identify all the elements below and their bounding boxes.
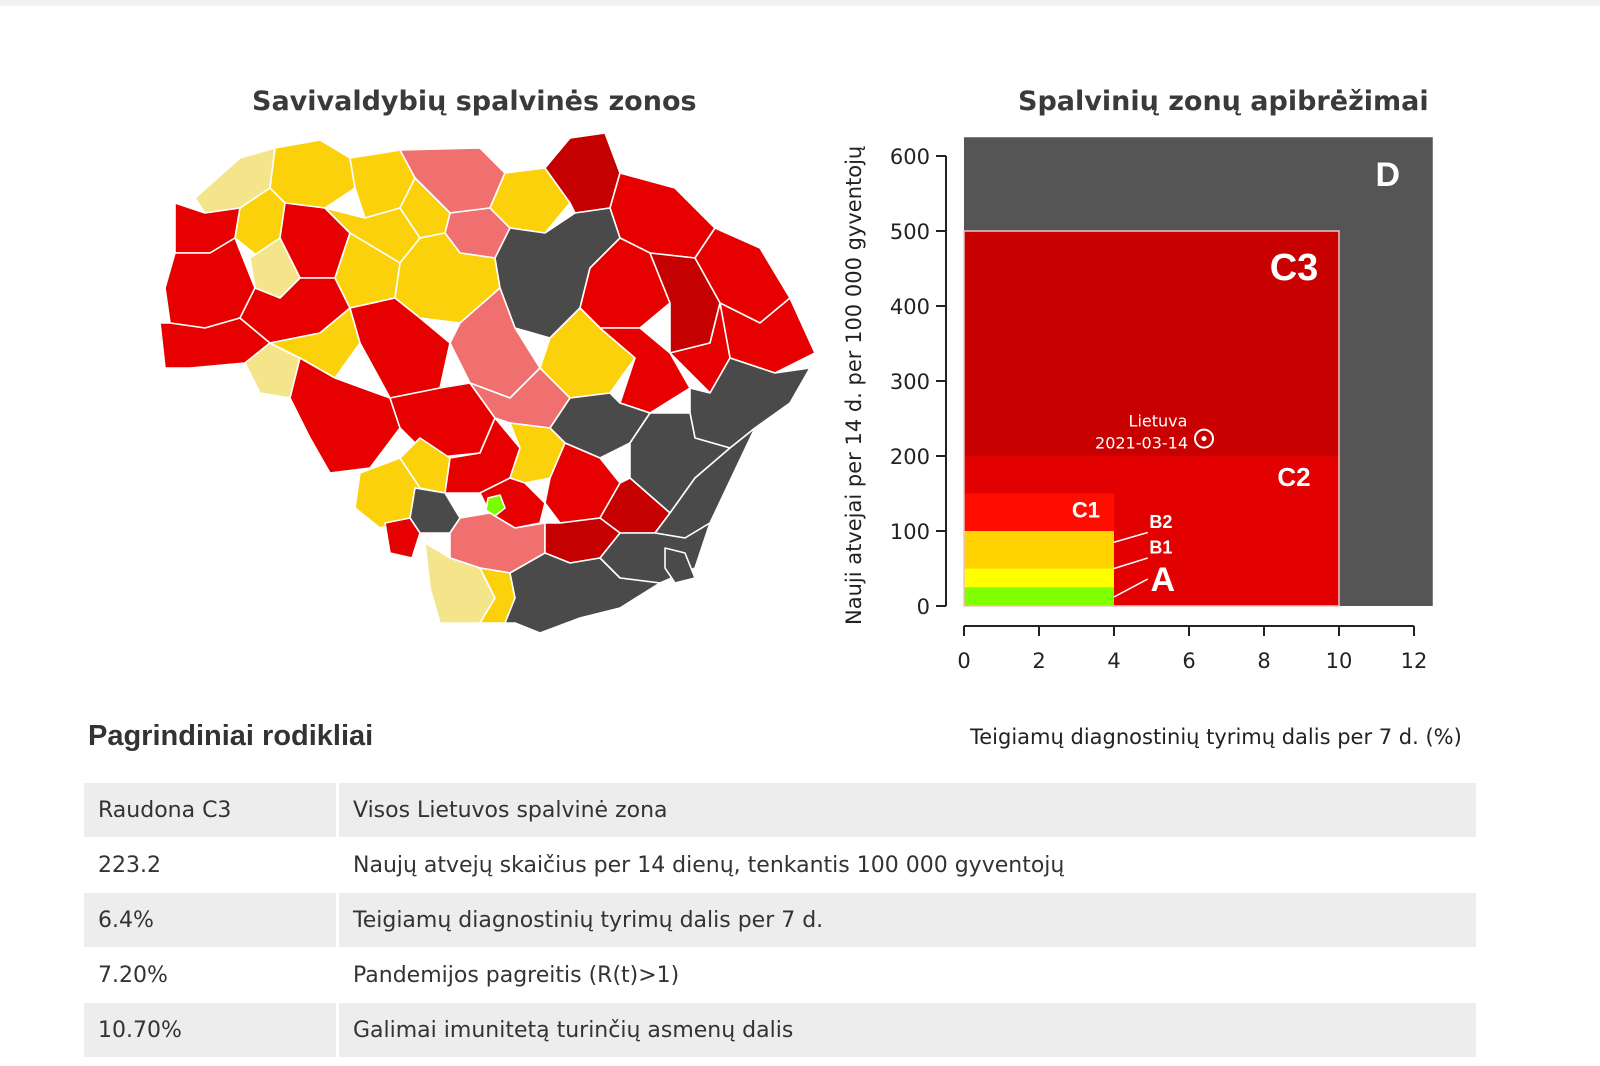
y-tick-label: 0 [917, 595, 930, 619]
indicator-label: Visos Lietuvos spalvinė zona [337, 783, 1476, 838]
y-tick-label: 300 [890, 370, 930, 394]
indicator-label: Teigiamų diagnostinių tyrimų dalis per 7… [337, 892, 1476, 948]
map-region [269, 139, 356, 209]
y-tick-label: 500 [890, 220, 930, 244]
x-tick-label: 2 [1032, 649, 1045, 673]
lietuva-point-center [1201, 436, 1207, 442]
map-region [509, 422, 566, 484]
indicators-table: Raudona C3 Visos Lietuvos spalvinė zona 22… [84, 783, 1476, 1058]
indicator-value: 223.2 [84, 837, 339, 893]
map-region [349, 297, 451, 399]
zone-label-a: A [1150, 561, 1175, 599]
map-region [399, 177, 451, 239]
y-tick-label: 200 [890, 445, 930, 469]
map-region [669, 302, 731, 394]
chart-title: Spalvinių zonų apibrėžimai [1018, 86, 1429, 117]
point-date: 2021-03-14 [1095, 434, 1188, 453]
y-tick-label: 600 [890, 145, 930, 169]
zone-label-c3: C3 [1270, 247, 1319, 289]
y-tick-label: 400 [890, 295, 930, 319]
x-tick-label: 6 [1182, 649, 1195, 673]
lietuva-point [1194, 428, 1214, 449]
top-divider [0, 0, 1600, 6]
x-tick-label: 10 [1326, 649, 1353, 673]
indicator-label: Naujų atvejų skaičius per 14 dienų, tenk… [337, 837, 1476, 893]
map-region [289, 357, 401, 474]
x-axis-label: Teigiamų diagnostinių tyrimų dalis per 7… [970, 725, 1462, 749]
indicator-row: 7.20% Pandemijos pagreitis (R(t)>1) [84, 947, 1476, 1003]
zone-label-c1: C1 [1072, 498, 1100, 523]
x-tick-label: 8 [1257, 649, 1270, 673]
zone-definition-chart: D C3 C2 C1 B2 B1 A 0 100 200 300 400 500 600 0 2 4 6 8 10 1… [890, 137, 1433, 673]
zone-label-d: D [1375, 156, 1400, 194]
point-label: Lietuva [1129, 412, 1188, 431]
indicator-value: 6.4% [84, 892, 339, 948]
zone-label-b2: B2 [1149, 512, 1172, 532]
indicator-row: 223.2 Naujų atvejų skaičius per 14 dienų,… [84, 837, 1476, 893]
x-tick-label: 0 [957, 649, 970, 673]
indicator-row: 10.70% Galimai imunitetą turinčių asmenų … [84, 1002, 1476, 1058]
zone-label-c2: C2 [1277, 462, 1310, 492]
indicator-row: 6.4% Teigiamų diagnostinių tyrimų dalis p… [84, 892, 1476, 948]
leader-line [1113, 531, 1148, 543]
indicator-value: 10.70% [84, 1002, 339, 1058]
map-region [409, 487, 461, 534]
leader-line [1113, 578, 1149, 598]
indicator-value: Raudona C3 [84, 783, 339, 838]
indicators-heading: Pagrindiniai rodikliai [88, 720, 374, 752]
map-title: Savivaldybių spalvinės zonos [252, 86, 697, 117]
map-region [485, 494, 506, 517]
municipality-map [159, 132, 816, 634]
map-region [599, 327, 691, 414]
y-tick-label: 100 [890, 520, 930, 544]
x-tick-label: 12 [1401, 649, 1428, 673]
indicator-row: Raudona C3 Visos Lietuvos spalvinė zona [84, 783, 1476, 838]
y-axis-label: Nauji atvejai per 14 d. per 100 000 gyve… [842, 145, 866, 625]
indicator-label: Galimai imunitetą turinčių asmenų dalis [337, 1002, 1476, 1058]
x-tick-label: 4 [1107, 649, 1120, 673]
map-region [384, 517, 421, 559]
indicator-value: 7.20% [84, 947, 339, 1003]
zone-label-b1: B1 [1149, 538, 1172, 558]
indicator-label: Pandemijos pagreitis (R(t)>1) [337, 947, 1476, 1003]
map-region [504, 552, 661, 634]
map-region [664, 547, 696, 584]
leader-line [1113, 557, 1148, 570]
zone-a [964, 587, 1114, 606]
